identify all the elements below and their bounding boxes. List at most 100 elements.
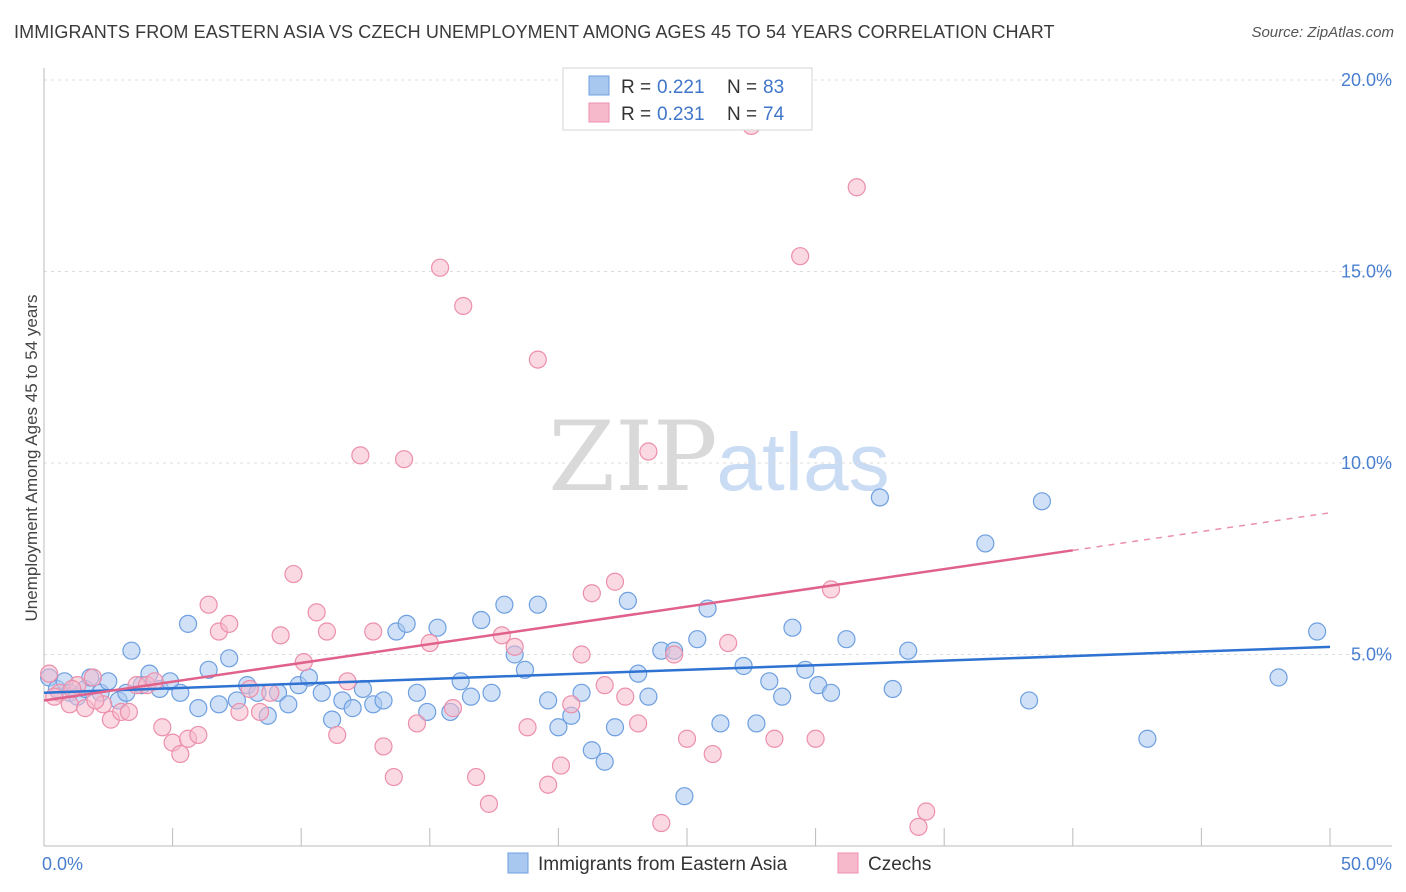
eastern-asia-point-67 xyxy=(711,714,730,733)
bottom-legend-label-pink: Czechs xyxy=(868,854,931,875)
y-tick-label-1: 5.0% xyxy=(1351,645,1392,665)
eastern-asia-point-34 xyxy=(343,699,362,718)
eastern-asia-point-72 xyxy=(783,618,802,637)
eastern-asia-point-76 xyxy=(837,630,856,649)
eastern-asia-point-22 xyxy=(220,649,239,668)
eastern-asia-point-60 xyxy=(629,664,648,683)
eastern-asia-point-84 xyxy=(1269,668,1288,687)
eastern-asia-point-65 xyxy=(688,630,707,649)
eastern-asia-point-28 xyxy=(279,695,298,714)
eastern-asia-point-46 xyxy=(472,610,491,630)
series-legend: Immigrants from Eastern Asia Czechs xyxy=(507,852,931,875)
eastern-asia-point-57 xyxy=(595,752,614,771)
eastern-asia-point-20 xyxy=(199,660,218,679)
czechs-point-43 xyxy=(466,767,486,787)
y-tick-label-3: 15.0% xyxy=(1341,262,1392,282)
y-tick-label-4: 20.0% xyxy=(1341,70,1392,90)
czechs-point-37 xyxy=(394,450,414,469)
legend-swatch-blue xyxy=(588,75,610,96)
eastern-asia-point-82 xyxy=(1032,492,1052,511)
czechs-point-47 xyxy=(518,718,537,737)
czechs-point-1 xyxy=(40,664,59,683)
czechs-point-58 xyxy=(639,442,658,461)
czechs-point-50 xyxy=(551,756,571,775)
czechs-point-55 xyxy=(605,572,625,591)
legend-swatch-pink xyxy=(588,102,610,123)
axes xyxy=(43,68,1392,847)
bottom-legend-swatch-pink xyxy=(837,852,859,874)
eastern-asia-point-71 xyxy=(773,687,792,706)
eastern-asia-point-19 xyxy=(189,699,208,718)
czechs-point-33 xyxy=(351,446,370,465)
czechs-point-22 xyxy=(230,702,249,722)
eastern-asia-point-31 xyxy=(312,683,331,702)
eastern-asia-point-48 xyxy=(495,595,514,614)
czechs-point-31 xyxy=(328,725,347,745)
eastern-asia-point-70 xyxy=(760,672,779,691)
czechs-point-62 xyxy=(703,744,722,764)
legend-r-label-pink: R = xyxy=(621,104,651,125)
eastern-asia-point-64 xyxy=(675,787,694,806)
czechs-point-59 xyxy=(652,813,671,833)
trend-line-czechs-extension xyxy=(1072,512,1331,552)
czechs-point-71 xyxy=(917,802,936,821)
eastern-asia-point-59 xyxy=(618,591,637,610)
eastern-asia-point-39 xyxy=(397,614,416,633)
eastern-asia-point-37 xyxy=(374,691,393,710)
legend-n-value-pink: 74 xyxy=(763,104,785,125)
eastern-asia-point-18 xyxy=(178,614,198,633)
gridlines xyxy=(44,79,1392,655)
y-tick-labels: 5.0% 10.0% 15.0% 20.0% xyxy=(1341,70,1392,665)
czechs-point-26 xyxy=(271,626,290,645)
czechs-point-36 xyxy=(384,767,403,787)
eastern-asia-point-21 xyxy=(209,695,228,714)
czechs-point-18 xyxy=(189,725,208,745)
eastern-asia-point-32 xyxy=(322,710,342,729)
czechs-point-14 xyxy=(153,718,172,737)
trend-lines xyxy=(43,512,1331,702)
eastern-asia-point-44 xyxy=(451,672,470,691)
eastern-asia-point-41 xyxy=(418,702,437,722)
legend-n-label-pink: N = xyxy=(727,104,757,125)
eastern-asia-point-80 xyxy=(976,534,995,553)
czechs-point-69 xyxy=(847,178,866,197)
czechs-point-16 xyxy=(171,744,190,764)
eastern-asia-point-50 xyxy=(515,660,535,679)
eastern-asia-point-81 xyxy=(1019,691,1039,710)
legend-r-label-blue: R = xyxy=(621,77,651,98)
eastern-asia-point-58 xyxy=(605,718,625,737)
czechs-point-13 xyxy=(145,672,164,691)
legend-n-label-blue: N = xyxy=(727,77,757,98)
legend-r-value-pink: 0.231 xyxy=(657,104,705,125)
czechs-point-38 xyxy=(407,714,427,733)
eastern-asia-point-56 xyxy=(582,741,601,760)
czechs-point-65 xyxy=(765,729,784,748)
eastern-asia-point-73 xyxy=(796,660,815,679)
eastern-asia-point-85 xyxy=(1308,622,1327,641)
eastern-asia-point-55 xyxy=(572,683,591,702)
watermark-zip: ZIP xyxy=(548,401,717,513)
czechs-point-27 xyxy=(284,564,303,584)
czechs-point-54 xyxy=(595,676,614,695)
eastern-asia-point-61 xyxy=(639,687,658,706)
bottom-legend-swatch-blue xyxy=(507,852,529,874)
czechs-point-57 xyxy=(629,714,648,733)
eastern-asia-point-79 xyxy=(899,641,918,660)
source-credit: Source: ZipAtlas.com xyxy=(1251,24,1394,41)
series-immigrants-eastern-asia xyxy=(40,488,1327,806)
czechs-point-34 xyxy=(364,622,383,641)
czechs-point-40 xyxy=(430,258,450,277)
y-tick-label-2: 10.0% xyxy=(1341,453,1392,473)
czechs-point-25 xyxy=(261,683,280,702)
eastern-asia-point-78 xyxy=(883,679,902,699)
czechs-point-30 xyxy=(317,622,337,641)
czechs-point-29 xyxy=(307,603,326,622)
czechs-point-23 xyxy=(240,679,259,699)
czechs-point-24 xyxy=(250,702,270,722)
chart-title: IMMIGRANTS FROM EASTERN ASIA VS CZECH UN… xyxy=(14,22,1055,42)
x-tick-labels: 0.0% 50.0% xyxy=(42,854,1392,874)
czechs-point-44 xyxy=(479,794,499,813)
stats-legend: R = 0.221 N = 83 R = 0.231 N = 74 xyxy=(562,67,813,131)
czechs-point-52 xyxy=(572,645,591,664)
